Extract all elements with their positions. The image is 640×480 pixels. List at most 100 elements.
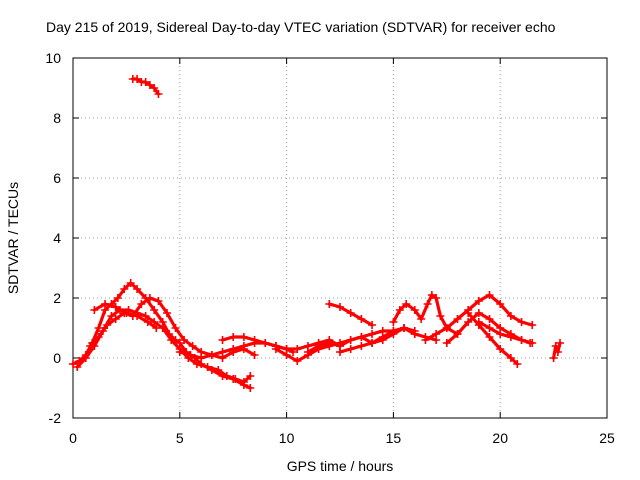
- x-tick-label: 20: [492, 430, 508, 446]
- data-point-marker: [126, 279, 135, 287]
- data-point-marker: [145, 81, 154, 89]
- data-point-marker: [101, 300, 110, 308]
- data-point-marker: [526, 339, 535, 347]
- data-point-marker: [336, 303, 344, 311]
- series-arc-17: [128, 75, 163, 98]
- data-point-marker: [417, 315, 426, 323]
- data-point-marker: [111, 315, 120, 323]
- data-point-marker: [368, 330, 377, 338]
- y-tick-label: 4: [53, 230, 61, 246]
- data-point-marker: [239, 342, 248, 350]
- data-point-marker: [197, 354, 206, 362]
- series-arc-12: [421, 291, 537, 344]
- data-point-marker: [133, 285, 142, 293]
- data-point-marker: [551, 342, 560, 350]
- data-point-marker: [496, 300, 505, 308]
- data-point-marker: [464, 309, 473, 317]
- data-point-marker: [222, 372, 231, 380]
- data-point-marker: [357, 342, 366, 350]
- x-axis-title: GPS time / hours: [287, 458, 394, 474]
- data-point-marker: [517, 318, 526, 326]
- y-tick-label: 0: [53, 350, 61, 366]
- x-tick-label: 10: [279, 430, 295, 446]
- y-tick-label: 2: [53, 290, 61, 306]
- data-point-marker: [410, 327, 419, 335]
- series-arc-16: [549, 339, 565, 362]
- data-point-marker: [496, 330, 505, 338]
- data-point-marker: [94, 333, 103, 341]
- data-point-marker: [549, 354, 558, 362]
- data-point-marker: [111, 303, 120, 311]
- data-point-marker: [453, 315, 462, 323]
- data-point-marker: [261, 339, 270, 347]
- data-point-marker: [528, 321, 537, 329]
- x-tick-label: 0: [69, 430, 77, 446]
- data-point-marker: [402, 300, 411, 308]
- data-point-marker: [289, 348, 298, 356]
- series-arc-4: [90, 300, 161, 332]
- data-point-marker: [553, 348, 562, 356]
- data-point-marker: [389, 327, 398, 335]
- data-point-marker: [357, 315, 366, 323]
- data-point-marker: [474, 318, 483, 326]
- data-point-marker: [485, 315, 494, 323]
- data-point-marker: [154, 297, 163, 305]
- data-point-marker: [120, 285, 129, 293]
- data-point-marker: [378, 333, 387, 341]
- data-point-marker: [474, 309, 483, 317]
- data-point-marker: [432, 330, 441, 338]
- data-point-marker: [122, 309, 131, 317]
- data-point-marker: [400, 324, 409, 332]
- data-point-marker: [368, 321, 377, 329]
- data-point-marker: [143, 318, 152, 326]
- data-point-marker: [239, 333, 248, 341]
- data-point-marker: [485, 333, 494, 341]
- data-point-marker: [474, 297, 483, 305]
- data-point-marker: [167, 336, 176, 344]
- data-point-marker: [389, 318, 398, 326]
- data-point-marker: [214, 366, 223, 374]
- tick-labels: 0 5 10 15 20 25 -2 0 2 4 6 8 10: [45, 50, 615, 446]
- data-point-marker: [192, 360, 201, 368]
- data-point-marker: [346, 336, 355, 344]
- y-axis-title: SDTVAR / TECUs: [5, 182, 21, 294]
- data-point-marker: [506, 312, 515, 320]
- data-point-marker: [395, 306, 404, 314]
- x-tick-label: 25: [599, 430, 615, 446]
- data-point-marker: [496, 345, 505, 353]
- data-point-marker: [231, 375, 240, 383]
- data-point-marker: [506, 333, 515, 341]
- data-point-marker: [453, 330, 462, 338]
- data-point-marker: [246, 372, 255, 380]
- data-point-marker: [432, 294, 441, 302]
- data-point-marker: [517, 336, 526, 344]
- data-series: [69, 75, 565, 392]
- data-point-marker: [141, 78, 150, 86]
- data-point-marker: [246, 384, 255, 392]
- data-point-marker: [485, 324, 494, 332]
- data-point-marker: [150, 84, 159, 92]
- data-point-marker: [175, 348, 184, 356]
- data-point-marker: [506, 354, 515, 362]
- data-point-marker: [113, 294, 122, 302]
- data-point-marker: [162, 309, 171, 317]
- data-point-marker: [427, 291, 436, 299]
- series-arc-8: [325, 300, 377, 329]
- data-point-marker: [410, 306, 419, 314]
- data-point-marker: [271, 345, 280, 353]
- data-point-marker: [368, 339, 377, 347]
- data-point-marker: [442, 339, 451, 347]
- data-point-marker: [556, 339, 565, 347]
- data-point-marker: [188, 342, 197, 350]
- data-point-marker: [293, 357, 302, 365]
- data-point-marker: [239, 378, 248, 386]
- data-point-marker: [250, 336, 259, 344]
- y-tick-label: 6: [53, 170, 61, 186]
- grid-lines: [73, 58, 607, 418]
- y-tick-label: 8: [53, 110, 61, 126]
- data-point-marker: [69, 360, 77, 368]
- data-point-marker: [107, 312, 116, 320]
- x-tick-label: 15: [386, 430, 402, 446]
- series-line: [466, 311, 519, 366]
- data-point-marker: [282, 351, 291, 359]
